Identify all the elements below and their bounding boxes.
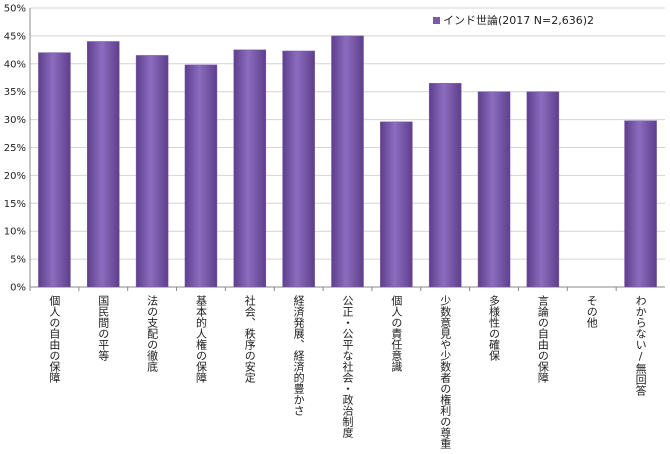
x-tick-label: 経済発展、経済的豊かさ <box>292 295 305 416</box>
y-tick-label: 35% <box>4 87 26 98</box>
x-tick-label: わからない/無回答 <box>634 295 647 397</box>
x-tick-label: 法の支配の徹底 <box>146 294 159 372</box>
y-tick-label: 40% <box>4 59 26 70</box>
bar <box>38 52 71 288</box>
y-tick-label: 45% <box>4 31 26 42</box>
x-tick-label: 少数意見や少数者の権利の尊重 <box>439 295 452 449</box>
bar <box>233 49 267 288</box>
x-tick-label: 基本的人権の保障 <box>194 295 207 383</box>
bar <box>428 83 462 288</box>
bar <box>331 35 364 288</box>
y-tick-label: 25% <box>4 143 26 154</box>
bar <box>87 41 120 288</box>
y-tick-label: 20% <box>4 171 26 182</box>
legend-label: インド世論(2017 N=2,636)2 <box>443 13 594 27</box>
x-tick-label: 個人の自由の保障 <box>48 295 61 383</box>
bar <box>184 64 218 288</box>
bar <box>135 55 169 288</box>
y-tick-label: 0% <box>10 283 26 294</box>
bar <box>380 121 413 288</box>
x-tick-label: 個人の責任意識 <box>390 295 403 372</box>
x-tick-label: 多様性の確保 <box>488 294 501 362</box>
bar <box>624 120 657 288</box>
legend-swatch <box>433 17 440 24</box>
x-tick-label: 国民間の平等 <box>97 295 110 361</box>
y-tick-label: 15% <box>4 199 26 210</box>
bar <box>477 91 511 288</box>
y-tick-label: 30% <box>4 115 26 126</box>
y-tick-label: 10% <box>4 227 26 238</box>
x-tick-label: 社会、秩序の安定 <box>243 294 256 384</box>
bar <box>526 91 560 288</box>
y-tick-label: 50% <box>4 4 26 15</box>
y-tick-label: 5% <box>10 255 26 266</box>
x-tick-label: その他 <box>585 295 598 328</box>
bar <box>282 50 315 288</box>
x-tick-label: 言論の自由の保障 <box>536 295 549 383</box>
x-tick-label: 公正・公平な社会・政治制度 <box>341 295 354 439</box>
